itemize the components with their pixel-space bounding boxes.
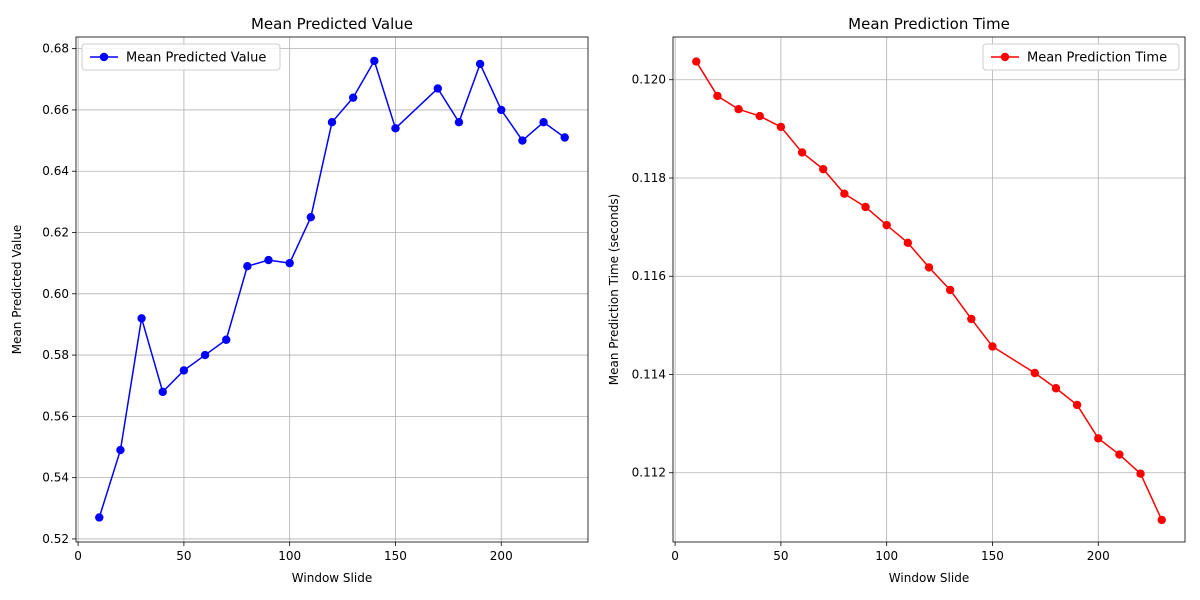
x-tick-label: 150 [384, 549, 407, 563]
y-tick-label: 0.112 [632, 466, 666, 480]
data-point [967, 314, 976, 324]
data-point [475, 59, 485, 69]
data-point [179, 366, 189, 375]
chart-title: Mean Prediction Time [848, 15, 1010, 33]
y-tick-label: 0.60 [42, 287, 69, 301]
y-axis-title: Mean Predicted Value [10, 225, 24, 355]
x-tick-label: 0 [74, 549, 82, 563]
data-point [306, 212, 316, 222]
y-tick-label: 0.56 [42, 409, 69, 423]
data-point [1094, 434, 1103, 443]
legend-box [81, 43, 281, 71]
chart-panel-value: 0 50 100 150 200 0.52 0.54 0.56 0.58 0.60 0.62 0.64… [10, 15, 589, 585]
data-point [200, 350, 210, 360]
data-point [840, 189, 849, 198]
data-point [560, 133, 569, 142]
legend-box [982, 43, 1180, 71]
y-tick-label: 0.118 [632, 171, 666, 185]
data-point [797, 148, 807, 157]
data-point [137, 314, 146, 323]
x-tick-label: 150 [981, 549, 1004, 563]
data-point [734, 105, 743, 114]
x-tick-label: 50 [176, 549, 191, 563]
y-tick-label: 0.62 [42, 226, 69, 240]
plot-frame [672, 36, 1186, 543]
legend: Mean Prediction Time [982, 43, 1180, 71]
data-point [924, 263, 934, 272]
data-point [518, 136, 527, 145]
data-point [497, 105, 506, 115]
x-tick-label: 200 [490, 549, 513, 563]
data-point [988, 342, 997, 351]
data-point [1115, 450, 1124, 459]
series-line [98, 60, 566, 518]
y-tick-label: 0.66 [42, 103, 69, 117]
legend-marker [1000, 52, 1010, 62]
x-tick-label: 50 [773, 549, 788, 563]
data-point [713, 91, 722, 101]
y-axis-title: Mean Prediction Time (seconds) [607, 194, 621, 386]
data-point [348, 93, 358, 102]
data-point [158, 387, 167, 397]
data-point [776, 122, 786, 132]
x-tick-label: 200 [1087, 549, 1110, 563]
data-point [454, 117, 464, 127]
series-line [695, 61, 1163, 521]
data-point [1136, 469, 1145, 478]
data-point [433, 84, 442, 93]
x-tick-label: 100 [278, 549, 301, 563]
data-point [243, 262, 252, 271]
data-point [882, 220, 891, 230]
legend: Mean Predicted Value [81, 43, 281, 71]
data-point [116, 445, 125, 455]
data-point [95, 513, 104, 522]
data-point [1157, 515, 1166, 525]
data-point [391, 124, 400, 133]
y-tick-label: 0.120 [632, 73, 666, 87]
legend-label: Mean Prediction Time [1027, 51, 1167, 66]
x-axis-title: Window Slide [292, 571, 372, 585]
x-axis-title: Window Slide [889, 571, 969, 585]
plot-frame [75, 36, 589, 543]
y-tick-label: 0.54 [42, 471, 69, 485]
data-point [1051, 384, 1061, 393]
data-point [1030, 368, 1039, 378]
y-tick-label: 0.68 [42, 42, 69, 56]
y-tick-label: 0.114 [632, 367, 666, 381]
data-point [861, 202, 870, 212]
data-point [945, 285, 955, 295]
y-tick-label: 0.116 [632, 269, 666, 283]
data-point [1072, 400, 1082, 410]
x-tick-label: 0 [671, 549, 679, 563]
data-point [819, 164, 828, 174]
legend-label: Mean Predicted Value [126, 51, 266, 66]
data-point [264, 255, 273, 265]
data-point [755, 111, 764, 121]
legend-marker [99, 52, 109, 62]
x-tick-label: 100 [875, 549, 898, 563]
y-tick-label: 0.52 [42, 532, 69, 546]
data-point [370, 56, 379, 66]
data-point [327, 117, 337, 127]
data-point [285, 258, 294, 268]
data-point [539, 117, 548, 127]
y-tick-label: 0.64 [42, 164, 69, 178]
data-point [222, 335, 231, 344]
chart-title: Mean Predicted Value [251, 15, 413, 33]
y-tick-label: 0.58 [42, 348, 69, 362]
data-point [692, 57, 701, 66]
data-point [903, 238, 913, 248]
chart-panel-time: 0 50 100 150 200 0.112 0.114 0.116 0.118 0.120 Mea… [607, 15, 1186, 585]
